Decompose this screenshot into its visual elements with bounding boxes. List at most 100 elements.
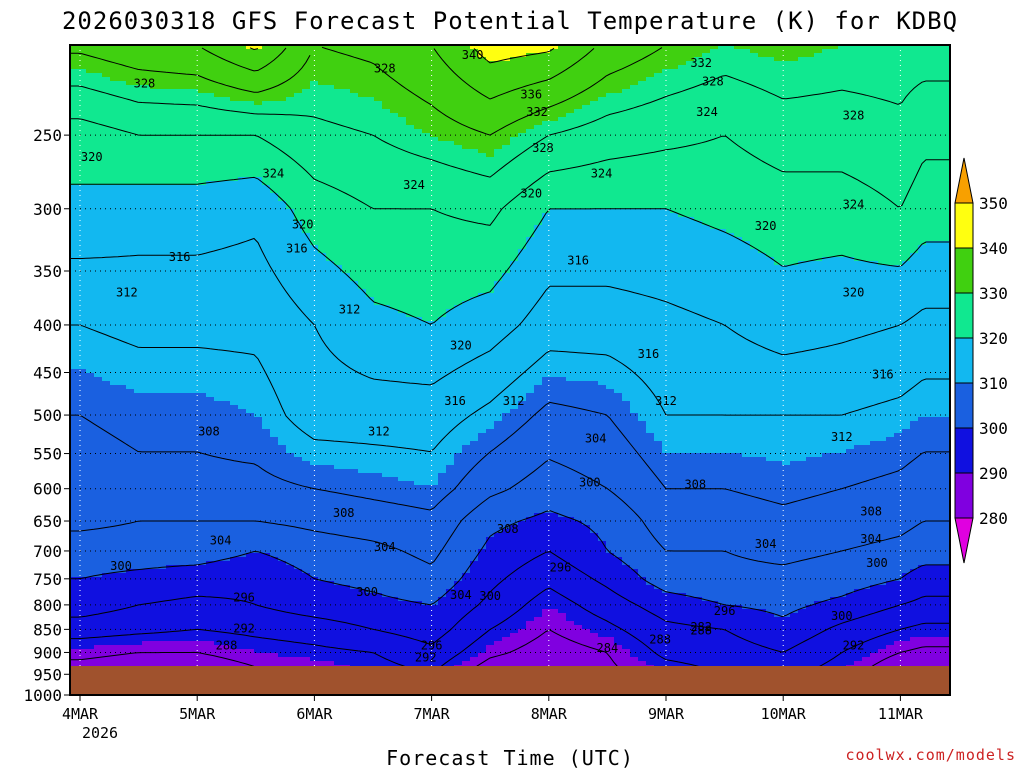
contour-label: 304	[374, 540, 396, 554]
heat-cell	[70, 61, 687, 66]
heat-cell	[214, 93, 295, 98]
heat-cell	[854, 257, 911, 262]
contour-label: 316	[638, 347, 660, 361]
heat-cell	[70, 637, 503, 642]
heat-cell	[510, 633, 599, 638]
heat-cell	[750, 241, 927, 246]
heat-cell	[822, 453, 950, 458]
heat-cell	[70, 485, 950, 490]
heat-cell	[894, 433, 950, 438]
heat-cell	[286, 205, 950, 210]
heat-cell	[902, 261, 950, 266]
heat-cell	[462, 301, 950, 306]
heat-cell	[470, 657, 639, 662]
heat-cell	[526, 393, 623, 398]
heat-cell	[70, 249, 319, 254]
heat-cell	[150, 85, 311, 90]
heat-cell	[438, 317, 950, 322]
heat-cell	[358, 281, 495, 286]
contour-label: 320	[81, 150, 103, 164]
heat-cell	[438, 601, 719, 606]
contour-label: 328	[374, 62, 396, 76]
heat-cell	[630, 401, 950, 406]
heat-cell	[70, 593, 383, 598]
contour-line	[70, 118, 950, 226]
heat-cell	[622, 561, 950, 566]
contour-label: 316	[567, 253, 589, 267]
heat-cell	[438, 481, 950, 486]
colorbar-tick-label: 320	[979, 329, 1008, 348]
contour-label: 304	[860, 532, 882, 546]
heat-cell	[398, 309, 447, 314]
ground-surface	[70, 666, 950, 695]
heat-cell	[918, 245, 950, 250]
heat-cell	[718, 45, 735, 50]
colorbar-band	[954, 337, 974, 384]
heat-cell	[70, 545, 487, 550]
heat-cell	[70, 625, 527, 630]
heat-cell	[662, 445, 855, 450]
heat-cell	[806, 605, 950, 610]
heat-cell	[270, 433, 479, 438]
heat-cell	[646, 661, 855, 666]
heat-cell	[670, 209, 950, 214]
y-tick-label: 400	[33, 316, 62, 335]
heat-cell	[558, 117, 950, 122]
heat-cell	[534, 225, 711, 230]
heat-cell	[110, 77, 647, 82]
heat-cell	[70, 401, 231, 406]
heat-cell	[462, 145, 503, 150]
heat-cell	[214, 641, 495, 646]
heat-cell	[70, 481, 415, 486]
heat-cell	[774, 257, 823, 262]
heat-cell	[454, 585, 655, 590]
heat-cell	[558, 609, 767, 614]
heat-cell	[790, 613, 950, 618]
heat-cell	[70, 81, 127, 86]
heat-cell	[310, 85, 335, 90]
heat-cell	[70, 289, 367, 294]
contour-label: 292	[843, 639, 865, 653]
heat-cell	[478, 293, 950, 298]
heat-cell	[574, 109, 950, 114]
heat-cell	[430, 133, 519, 138]
heat-cell	[542, 377, 567, 382]
heat-cell	[230, 645, 487, 650]
heat-cell	[246, 553, 271, 558]
contour-label: 284	[597, 641, 619, 655]
heat-cell	[206, 181, 263, 186]
heat-cell	[326, 257, 519, 262]
heat-cell	[910, 425, 950, 430]
contour-label: 316	[444, 394, 466, 408]
contour-line	[473, 47, 555, 64]
contour-label: 328	[532, 141, 554, 155]
heat-cell	[382, 473, 439, 478]
heat-cell	[910, 569, 950, 574]
heat-cell	[454, 581, 647, 586]
y-tick-label: 250	[33, 126, 62, 145]
heat-cell	[70, 497, 950, 502]
heat-cell	[366, 289, 495, 294]
contour-label: 308	[684, 478, 706, 492]
heat-cell	[598, 97, 950, 102]
heat-cell	[494, 153, 950, 158]
heat-cell	[70, 409, 247, 414]
heat-cell	[286, 97, 375, 102]
heat-cell	[518, 253, 767, 258]
heat-cell	[542, 121, 950, 126]
heat-cell	[734, 45, 839, 50]
heat-cell	[70, 53, 479, 58]
heat-cell	[278, 557, 479, 562]
heat-cell	[582, 625, 950, 630]
heat-cell	[70, 201, 287, 206]
heat-cell	[230, 557, 279, 562]
heat-cell	[350, 273, 503, 278]
heat-cell	[470, 441, 663, 446]
heat-cell	[878, 261, 903, 266]
heat-cell	[70, 357, 950, 362]
heat-cell	[766, 457, 807, 462]
heat-cell	[414, 125, 535, 130]
heat-cell	[766, 609, 799, 614]
heat-cell	[70, 193, 279, 198]
